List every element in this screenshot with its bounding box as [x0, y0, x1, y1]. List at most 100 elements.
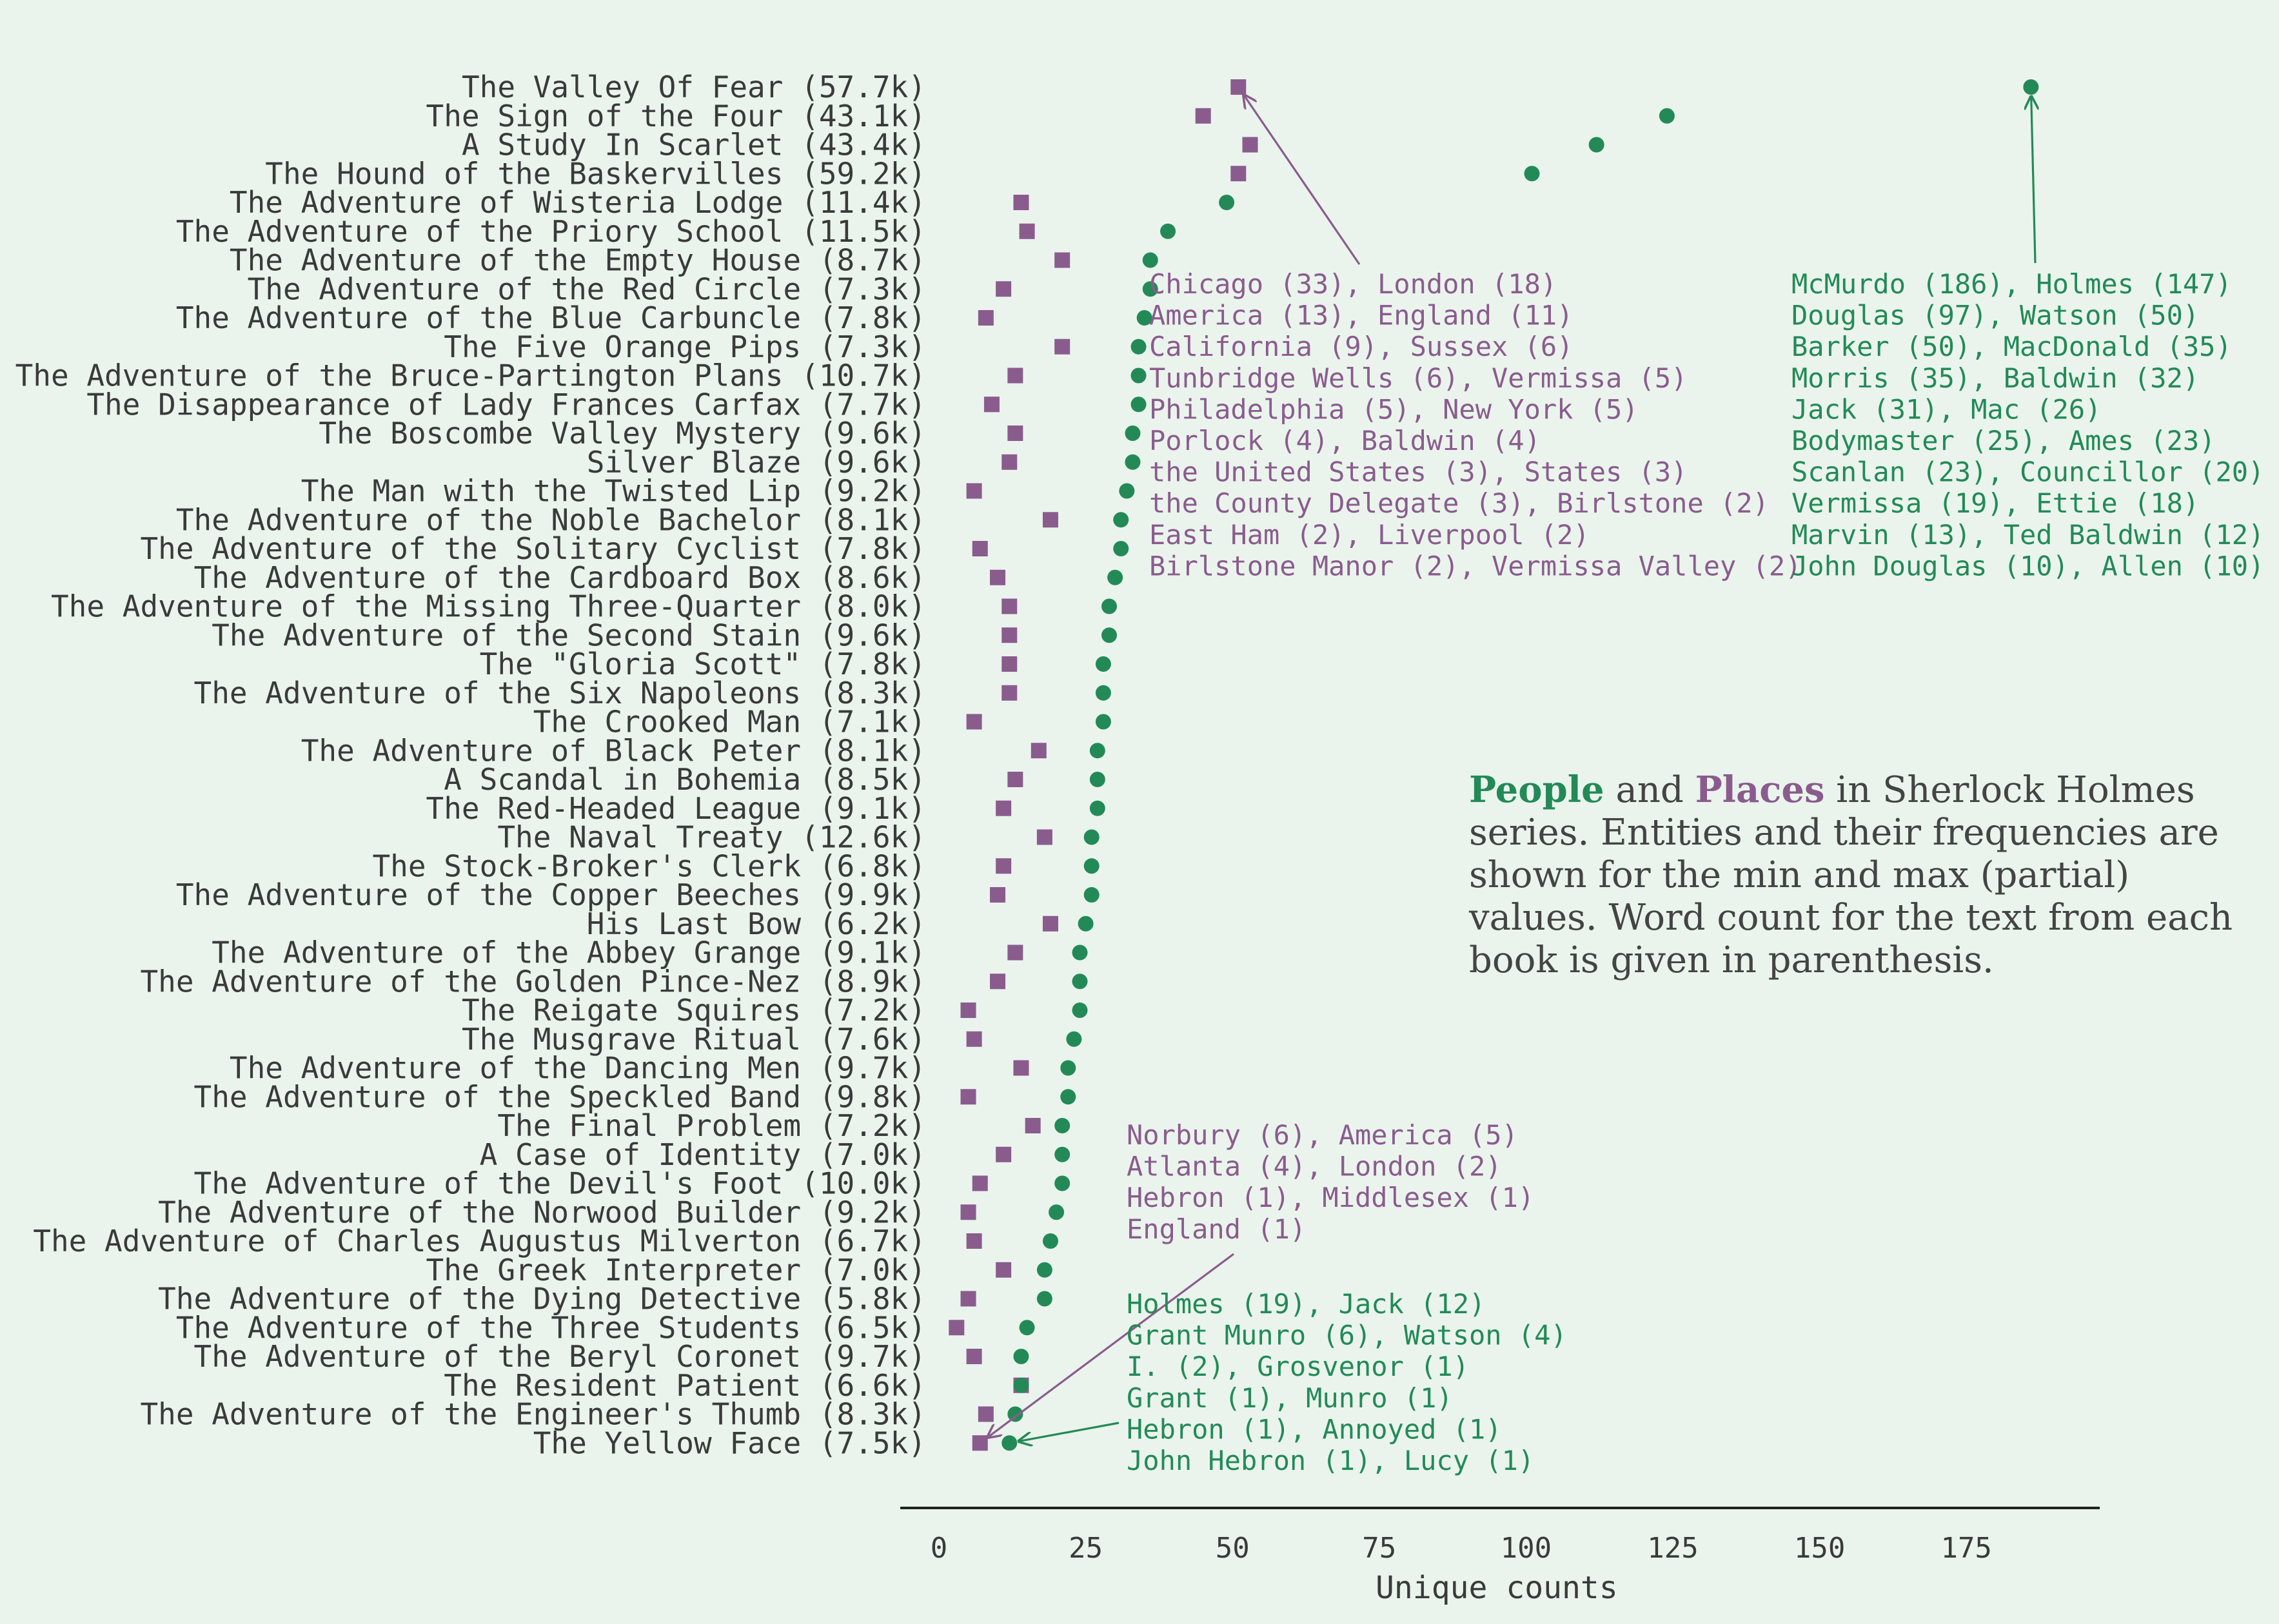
people-point — [1130, 338, 1147, 355]
place-point — [960, 1291, 976, 1307]
annotation-line: Tunbridge Wells (6), Vermissa (5) — [1149, 362, 1687, 394]
people-point — [1588, 137, 1604, 153]
place-point — [1230, 79, 1247, 95]
annotation-line: East Ham (2), Liverpool (2) — [1149, 519, 1590, 551]
book-label: The Adventure of the Priory School (11.5… — [176, 214, 926, 249]
book-label: The Adventure of the Copper Beeches (9.9… — [176, 877, 926, 912]
people-point — [1054, 1118, 1070, 1133]
book-label: The Final Problem (7.2k) — [497, 1108, 926, 1143]
place-point — [1007, 944, 1023, 961]
place-point — [1031, 743, 1047, 759]
place-point — [1036, 829, 1052, 845]
book-label: The Adventure of the Noble Bachelor (8.1… — [176, 502, 926, 537]
place-point — [990, 569, 1006, 585]
book-label: The Musgrave Ritual (7.6k) — [462, 1022, 926, 1057]
place-point — [1042, 512, 1058, 528]
book-label: The Adventure of the Missing Three-Quart… — [51, 589, 926, 624]
book-label: The Red-Headed League (9.1k) — [426, 791, 926, 826]
people-point — [1089, 772, 1105, 787]
book-label: The Reigate Squires (7.2k) — [462, 993, 926, 1028]
annotation-line: Vermissa (19), Ettie (18) — [1791, 487, 2199, 519]
people-point — [1049, 1204, 1065, 1220]
book-label: A Case of Identity (7.0k) — [480, 1137, 926, 1172]
people-point — [1036, 1291, 1052, 1307]
place-point — [1001, 598, 1018, 614]
x-tick-label: 75 — [1362, 1532, 1396, 1565]
people-point — [1160, 223, 1176, 239]
book-label: The Adventure of the Three Students (6.5… — [176, 1310, 926, 1345]
book-label: The Hound of the Baskervilles (59.2k) — [265, 156, 926, 191]
place-point — [966, 483, 982, 499]
place-point — [1001, 454, 1018, 470]
people-point — [1089, 800, 1105, 816]
x-tick-label: 150 — [1794, 1532, 1845, 1565]
people-point — [1125, 454, 1141, 470]
annotation-arrow — [1244, 95, 1361, 265]
people-point — [1083, 829, 1100, 845]
book-label: The "Gloria Scott" (7.8k) — [480, 647, 926, 681]
people-point — [1659, 108, 1675, 124]
place-point — [1042, 915, 1058, 932]
people-point — [1142, 281, 1158, 297]
place-point — [996, 800, 1012, 816]
book-label: The Naval Treaty (12.6k) — [497, 820, 926, 855]
people-point — [1113, 541, 1129, 556]
place-point — [983, 396, 1000, 413]
book-label: The Sign of the Four (43.1k) — [426, 99, 926, 133]
place-point — [996, 281, 1012, 297]
book-label: The Valley Of Fear (57.7k) — [462, 70, 926, 104]
book-labels: The Valley Of Fear (57.7k)The Sign of th… — [15, 70, 926, 1460]
x-tick-label: 25 — [1069, 1532, 1103, 1565]
book-label: The Adventure of the Second Stain (9.6k) — [212, 618, 926, 652]
x-tick-label: 50 — [1216, 1532, 1250, 1565]
book-label: The Adventure of the Blue Carbuncle (7.8… — [176, 300, 926, 335]
book-label: The Adventure of the Six Napoleons (8.3k… — [194, 676, 926, 710]
place-point — [978, 310, 994, 326]
place-point — [996, 1262, 1012, 1278]
annotation-line: Chicago (33), London (18) — [1149, 268, 1557, 300]
people-point — [1072, 944, 1088, 961]
place-point — [966, 1031, 982, 1047]
chart-title: People and Places in Sherlock Holmes ser… — [1469, 768, 2256, 982]
annotation-arrow — [988, 1253, 1234, 1437]
annotation-line: John Douglas (10), Allen (10) — [1791, 550, 2264, 582]
book-label: The Stock-Broker's Clerk (6.8k) — [372, 848, 926, 883]
place-point — [966, 1233, 982, 1249]
book-label: The Adventure of the Empty House (8.7k) — [230, 243, 926, 278]
people-point — [1078, 915, 1094, 932]
title-people-word: People — [1469, 768, 1604, 811]
places-annotation: Norbury (6), America (5) Atlanta (4), Lon… — [1127, 1119, 1534, 1245]
people-point — [1136, 310, 1152, 326]
book-label: A Scandal in Bohemia (8.5k) — [444, 762, 926, 797]
place-point — [1025, 1118, 1041, 1133]
annotation-line: Holmes (19), Jack (12) — [1127, 1288, 1485, 1320]
annotation-line: Grant Munro (6), Watson (4) — [1127, 1320, 1567, 1351]
people-point — [1042, 1233, 1058, 1249]
book-label: The Adventure of the Engineer's Thumb (8… — [140, 1397, 926, 1432]
book-label: The Five Orange Pips (7.3k) — [444, 329, 926, 364]
x-tick-label: 175 — [1940, 1532, 1991, 1565]
x-tick-label: 100 — [1501, 1532, 1552, 1565]
place-point — [990, 973, 1006, 990]
book-label: The Adventure of the Red Circle (7.3k) — [248, 271, 926, 306]
annotation-line: Grant (1), Munro (1) — [1127, 1382, 1453, 1414]
book-label: The Adventure of Wisteria Lodge (11.4k) — [230, 185, 926, 220]
place-point — [966, 1349, 982, 1364]
place-point — [1195, 108, 1211, 124]
x-axis: 0 25 50 75 100 125 150 175 Unique counts — [900, 1507, 2100, 1606]
people-point — [1054, 1175, 1070, 1191]
annotation-line: England (1) — [1127, 1213, 1306, 1245]
book-label: The Disappearance of Lady Frances Carfax… — [86, 387, 926, 422]
book-label: The Man with the Twisted Lip (9.2k) — [301, 474, 926, 509]
people-point — [1524, 166, 1540, 182]
place-point — [1013, 195, 1029, 210]
book-label: The Adventure of the Norwood Builder (9.… — [158, 1195, 926, 1229]
annotation-arrow — [1019, 1422, 1120, 1442]
people-point — [1119, 483, 1135, 499]
place-point — [960, 1089, 976, 1105]
place-point — [960, 1003, 976, 1018]
book-label: The Adventure of the Dancing Men (9.7k) — [230, 1051, 926, 1086]
people-point — [1107, 569, 1123, 585]
